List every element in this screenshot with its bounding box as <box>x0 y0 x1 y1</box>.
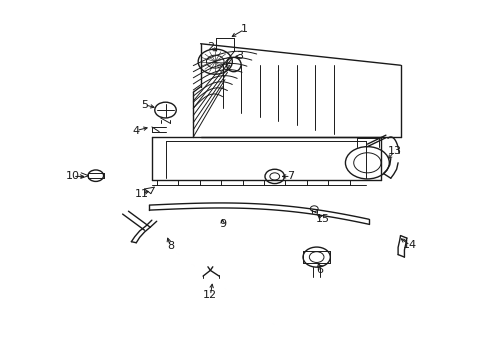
Text: 14: 14 <box>403 240 416 250</box>
Text: 3: 3 <box>236 51 243 61</box>
Text: 15: 15 <box>315 215 329 224</box>
Text: 13: 13 <box>387 146 401 156</box>
Text: 8: 8 <box>166 241 174 251</box>
Text: 10: 10 <box>66 171 80 181</box>
Text: 5: 5 <box>141 100 148 110</box>
Text: 6: 6 <box>316 265 323 275</box>
Text: 11: 11 <box>135 189 149 199</box>
Text: 9: 9 <box>219 219 225 229</box>
Text: 1: 1 <box>241 24 247 35</box>
Text: 2: 2 <box>206 42 213 52</box>
Text: 4: 4 <box>132 126 140 135</box>
Text: 12: 12 <box>203 291 217 301</box>
Text: 7: 7 <box>286 171 294 181</box>
